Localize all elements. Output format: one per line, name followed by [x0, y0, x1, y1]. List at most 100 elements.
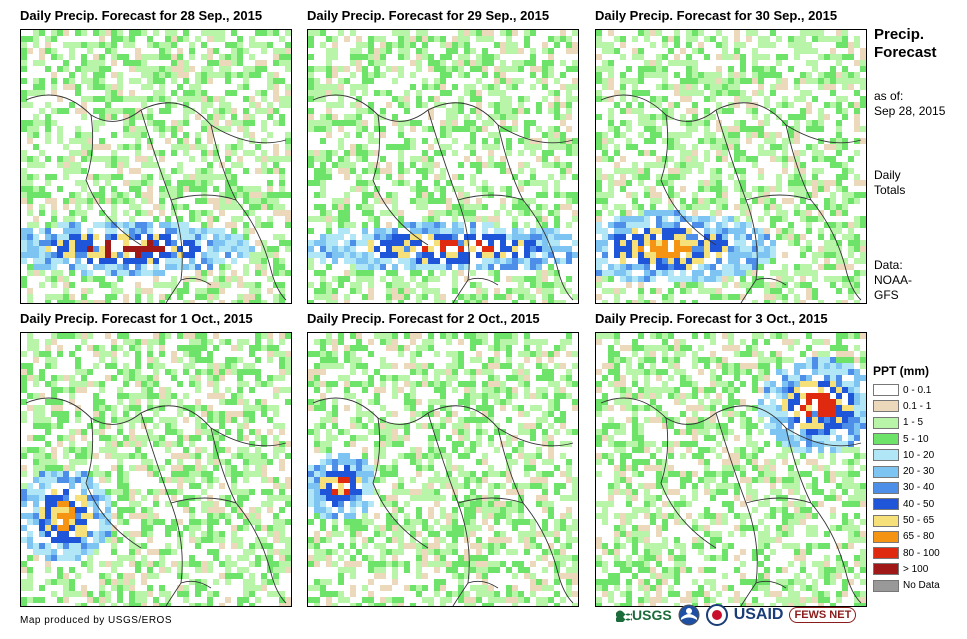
precip-cell [566, 252, 572, 258]
precip-cell [63, 204, 69, 210]
precip-cell [842, 300, 848, 303]
precip-cell [398, 150, 404, 156]
precip-cell [75, 246, 81, 252]
precip-cell [692, 144, 698, 150]
precip-cell [39, 228, 45, 234]
precip-cell [99, 351, 105, 357]
precip-cell [416, 192, 422, 198]
precip-cell [356, 345, 362, 351]
precip-cell [620, 234, 626, 240]
precip-cell [111, 561, 117, 567]
precip-cell [776, 114, 782, 120]
precip-cell [105, 561, 111, 567]
precip-cell [596, 192, 602, 198]
precip-cell [722, 48, 728, 54]
precip-cell [33, 405, 39, 411]
precip-cell [51, 258, 57, 264]
precip-cell [536, 102, 542, 108]
precip-cell [123, 351, 129, 357]
precip-cell [686, 168, 692, 174]
precip-cell [836, 108, 842, 114]
precip-cell [207, 270, 213, 276]
precip-cell [225, 234, 231, 240]
precip-cell [338, 90, 344, 96]
precip-cell [566, 96, 572, 102]
precip-cell [21, 399, 27, 405]
precip-cell [788, 66, 794, 72]
precip-cell [404, 42, 410, 48]
precip-cell [177, 585, 183, 591]
precip-cell [710, 72, 716, 78]
precip-cell [320, 216, 326, 222]
precip-cell [554, 96, 560, 102]
precip-cell [81, 54, 87, 60]
precip-cell [45, 132, 51, 138]
precip-cell [51, 525, 57, 531]
precip-cell [225, 597, 231, 603]
precip-cell [698, 240, 704, 246]
precip-cell [734, 96, 740, 102]
precip-cell [255, 168, 261, 174]
precip-cell [45, 477, 51, 483]
precip-cell [386, 102, 392, 108]
precip-cell [842, 258, 848, 264]
precip-cell [734, 36, 740, 42]
precip-cell [434, 150, 440, 156]
precip-cell [273, 393, 279, 399]
precip-cell [836, 126, 842, 132]
precip-cell [147, 234, 153, 240]
precip-cell [734, 48, 740, 54]
precip-cell [123, 144, 129, 150]
precip-cell [518, 48, 524, 54]
precip-cell [195, 174, 201, 180]
precip-cell [494, 132, 500, 138]
precip-cell [273, 483, 279, 489]
precip-cell [249, 405, 255, 411]
precip-cell [368, 150, 374, 156]
precip-cell [638, 282, 644, 288]
precip-cell [183, 465, 189, 471]
precip-cell [87, 555, 93, 561]
precip-cell [368, 168, 374, 174]
precip-cell [596, 114, 602, 120]
precip-cell [225, 108, 231, 114]
precip-cell [261, 300, 267, 303]
precip-cell [434, 138, 440, 144]
precip-cell [542, 300, 548, 303]
precip-cell [153, 96, 159, 102]
precip-cell [332, 72, 338, 78]
precip-cell [428, 216, 434, 222]
precip-cell [69, 192, 75, 198]
precip-cell [69, 333, 75, 339]
precip-cell [207, 429, 213, 435]
precip-cell [434, 216, 440, 222]
precip-cell [422, 48, 428, 54]
precip-cell [800, 108, 806, 114]
precip-cell [159, 48, 165, 54]
precip-cell [69, 168, 75, 174]
precip-cell [626, 66, 632, 72]
precip-cell [500, 90, 506, 96]
precip-cell [548, 126, 554, 132]
precip-cell [800, 264, 806, 270]
precip-cell [273, 567, 279, 573]
precip-cell [81, 459, 87, 465]
precip-cell [195, 519, 201, 525]
precip-cell [27, 186, 33, 192]
precip-cell [368, 54, 374, 60]
precip-cell [261, 585, 267, 591]
precip-cell [692, 48, 698, 54]
precip-cell [602, 258, 608, 264]
precip-cell [237, 573, 243, 579]
precip-cell [386, 90, 392, 96]
precip-cell [668, 264, 674, 270]
precip-cell [225, 573, 231, 579]
precip-cell [386, 66, 392, 72]
precip-cell [177, 459, 183, 465]
precip-cell [854, 270, 860, 276]
precip-cell [440, 300, 446, 303]
precip-cell [45, 228, 51, 234]
precip-cell [21, 465, 27, 471]
precip-cell [566, 351, 572, 357]
precip-cell [243, 126, 249, 132]
